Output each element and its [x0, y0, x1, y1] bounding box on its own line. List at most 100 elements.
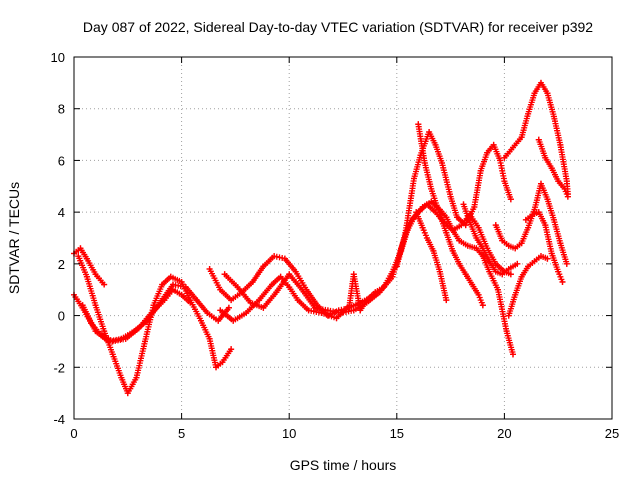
- data-point: [318, 309, 325, 316]
- data-point: [555, 268, 562, 275]
- y-tick-label: 8: [58, 102, 65, 117]
- data-point: [260, 263, 267, 270]
- data-point: [525, 263, 532, 270]
- data-point: [438, 160, 445, 167]
- data-point: [525, 224, 532, 231]
- data-point: [204, 309, 211, 316]
- data-point: [178, 278, 185, 285]
- series-arc-8: [363, 198, 517, 358]
- series-arc-10: [413, 209, 450, 304]
- data-point: [499, 237, 506, 244]
- grid-layer: [74, 57, 612, 419]
- data-point: [213, 364, 220, 371]
- data-point: [430, 247, 437, 254]
- data-point: [518, 134, 525, 141]
- data-point: [479, 253, 486, 260]
- data-point: [133, 374, 140, 381]
- data-point: [131, 328, 138, 335]
- data-point: [273, 289, 280, 296]
- data-point: [428, 198, 435, 205]
- data-point: [281, 255, 288, 262]
- data-point: [477, 167, 484, 174]
- x-tick-label: 0: [70, 426, 77, 441]
- data-point: [510, 351, 517, 358]
- data-point: [187, 297, 194, 304]
- data-point: [411, 175, 418, 182]
- data-point: [537, 180, 544, 187]
- data-point: [501, 178, 508, 185]
- data-point: [206, 266, 213, 273]
- data-point: [475, 224, 482, 231]
- data-point: [419, 224, 426, 231]
- data-point: [124, 390, 131, 397]
- data-point: [389, 268, 396, 275]
- data-point: [217, 286, 224, 293]
- data-point: [550, 113, 557, 120]
- data-point: [178, 291, 185, 298]
- data-point: [550, 216, 557, 223]
- data-point: [346, 302, 353, 309]
- data-point: [350, 271, 357, 278]
- data-point: [456, 260, 463, 267]
- data-point: [456, 237, 463, 244]
- data-point: [555, 178, 562, 185]
- data-point: [215, 317, 222, 324]
- data-point: [92, 302, 99, 309]
- series-trace: [494, 182, 568, 265]
- series-markers: [501, 79, 571, 197]
- y-axis-label: SDTVAR / TECUs: [6, 182, 22, 294]
- data-point: [157, 299, 164, 306]
- data-point: [531, 258, 538, 265]
- y-tick-label: -4: [53, 412, 65, 427]
- data-point: [79, 302, 86, 309]
- data-point: [460, 201, 467, 208]
- chart-title: Day 087 of 2022, Sidereal Day-to-day VTE…: [83, 19, 593, 35]
- data-point: [492, 260, 499, 267]
- data-point: [443, 229, 450, 236]
- data-point: [494, 286, 501, 293]
- data-point: [505, 312, 512, 319]
- series-arc-17: [522, 209, 566, 285]
- data-point: [206, 335, 213, 342]
- data-point: [535, 136, 542, 143]
- data-point: [564, 193, 571, 200]
- data-point: [531, 90, 538, 97]
- data-point: [454, 214, 461, 221]
- series-arc-3: [75, 253, 235, 397]
- data-point: [92, 328, 99, 335]
- data-point: [83, 255, 90, 262]
- data-point: [428, 185, 435, 192]
- data-point: [522, 216, 529, 223]
- data-point: [507, 271, 514, 278]
- data-point: [548, 250, 555, 257]
- y-tick-label: 2: [58, 257, 65, 272]
- data-point: [490, 141, 497, 148]
- series-arc-13: [492, 180, 570, 267]
- data-point: [118, 374, 125, 381]
- data-point: [484, 149, 491, 156]
- data-point: [537, 253, 544, 260]
- data-point: [497, 157, 504, 164]
- data-point: [466, 219, 473, 226]
- x-tick-label: 20: [497, 426, 511, 441]
- data-point: [507, 196, 514, 203]
- data-point: [221, 271, 228, 278]
- data-point: [499, 271, 506, 278]
- data-point: [421, 160, 428, 167]
- tick-layer: 0 5 10 15 20 25 -4 -2 0 2 4 6 8 10: [51, 50, 620, 441]
- data-point: [503, 328, 510, 335]
- x-tick-label: 10: [282, 426, 296, 441]
- data-point: [557, 240, 564, 247]
- data-point: [471, 203, 478, 210]
- data-point: [510, 144, 517, 151]
- data-point: [449, 227, 456, 234]
- data-point: [557, 141, 564, 148]
- data-point: [563, 178, 570, 185]
- series-markers: [415, 121, 486, 309]
- data-point: [393, 263, 400, 270]
- data-point: [411, 214, 418, 221]
- x-tick-label: 15: [390, 426, 404, 441]
- data-point: [350, 307, 357, 314]
- data-point: [230, 317, 237, 324]
